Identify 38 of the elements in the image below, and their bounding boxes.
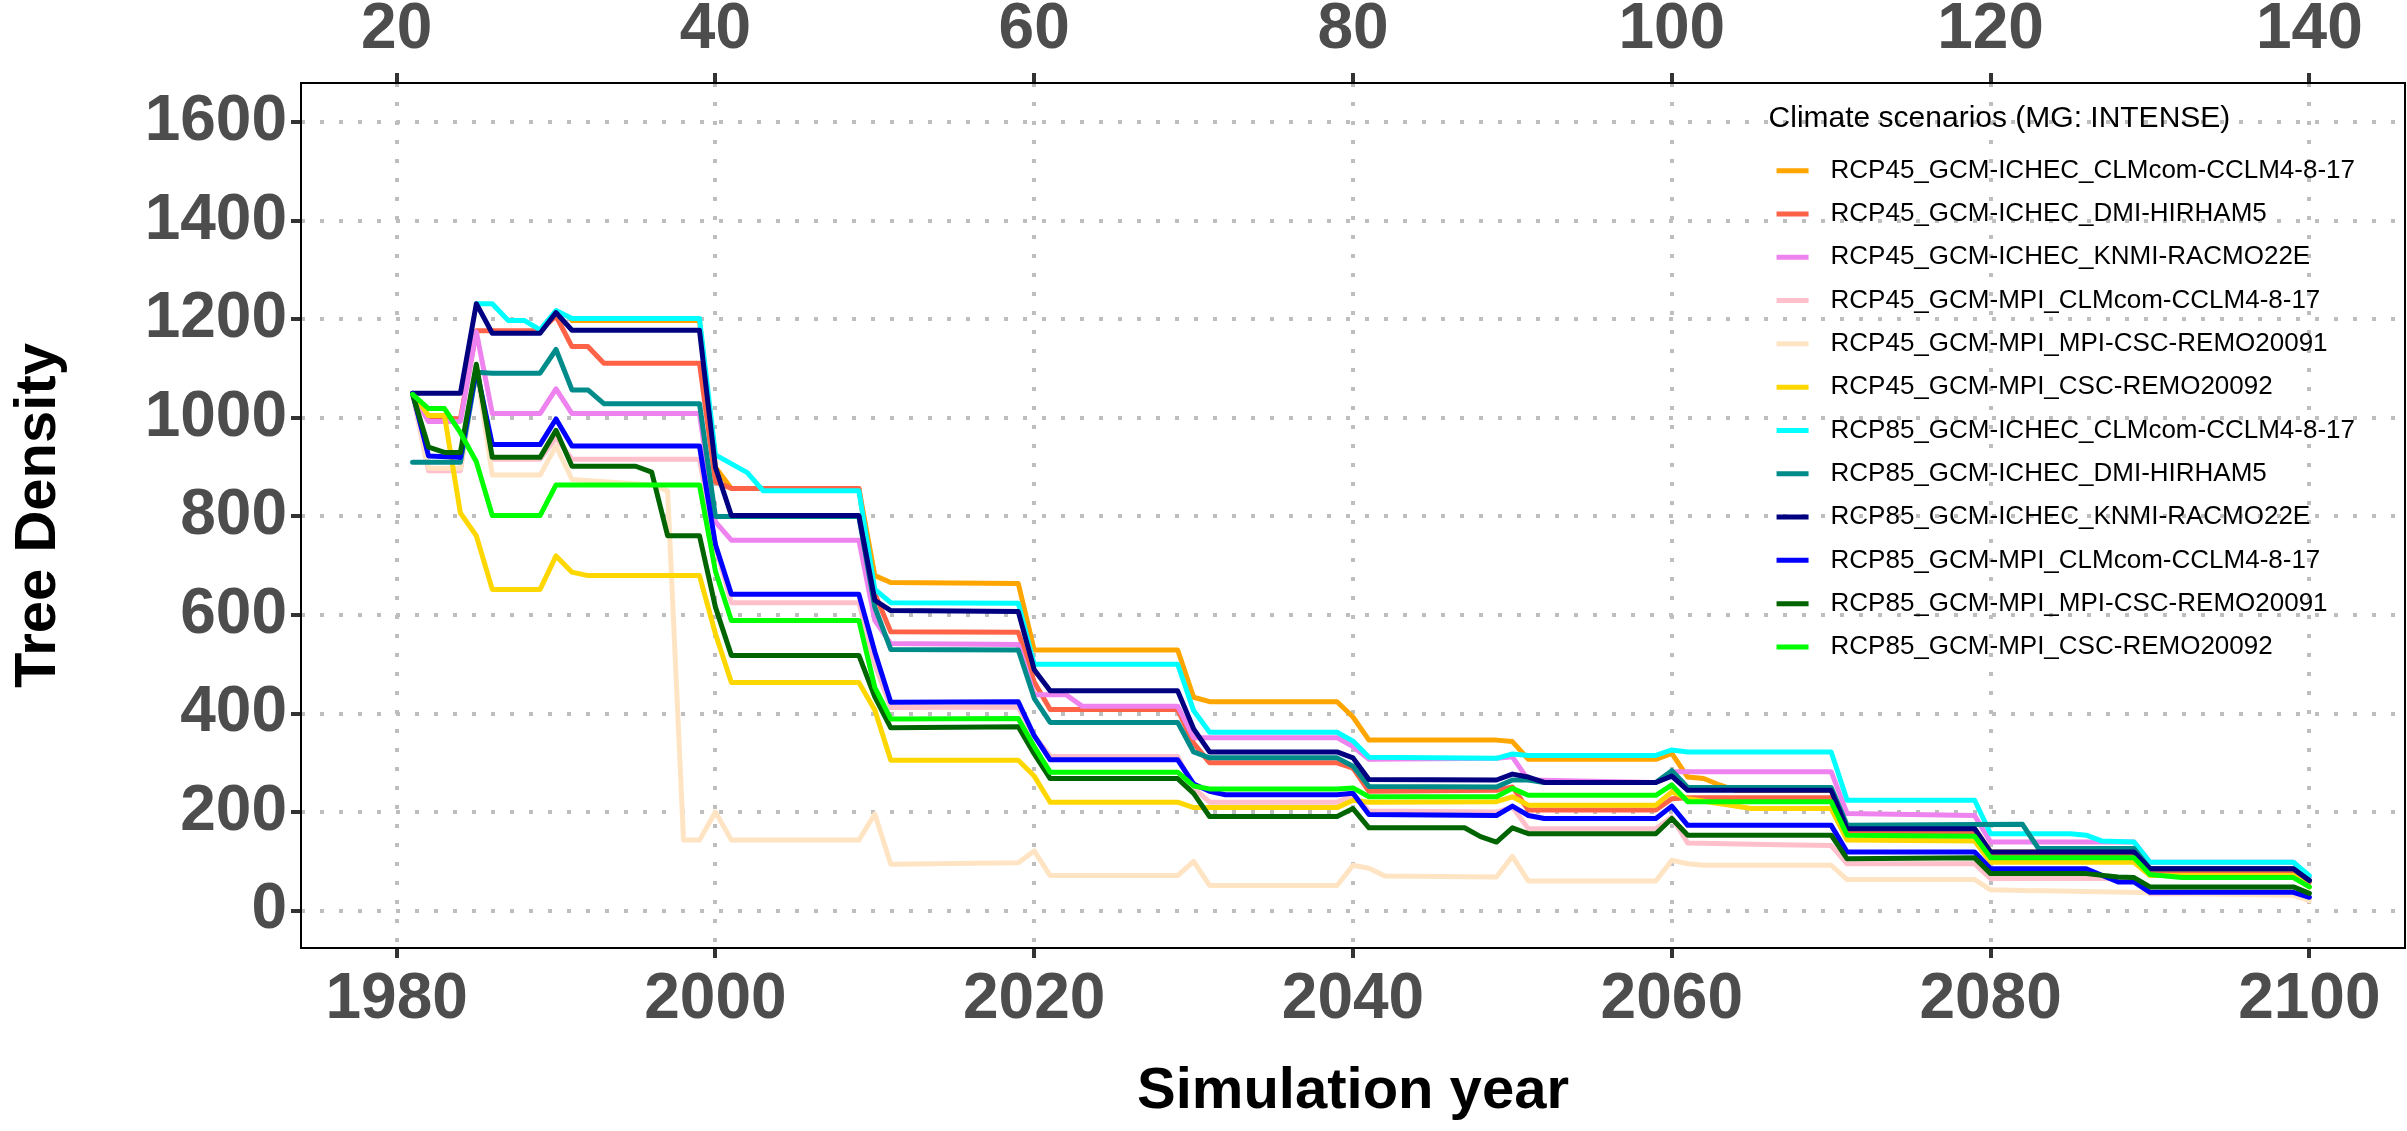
y-tick-label: 1000: [144, 377, 287, 450]
x-tick-label: 2100: [2238, 960, 2381, 1033]
x2-tick-label: 20: [361, 0, 433, 63]
legend-label: RCP45_GCM-MPI_CSC-REMO20092: [1830, 370, 2273, 401]
x2-tick-label: 80: [1317, 0, 1389, 63]
y-tick-label: 1400: [144, 180, 287, 253]
y-tick-label: 1600: [144, 82, 287, 155]
y-tick-label: 200: [180, 771, 287, 844]
legend-label: RCP85_GCM-MPI_CSC-REMO20092: [1830, 630, 2273, 661]
x-tick-label: 2080: [1919, 960, 2062, 1033]
x2-tick-label: 60: [998, 0, 1070, 63]
y-tick-label: 400: [180, 673, 287, 746]
x-axis-title: Simulation year: [1137, 1055, 1569, 1121]
legend-label: RCP45_GCM-ICHEC_DMI-HIRHAM5: [1830, 197, 2267, 228]
legend-label: RCP85_GCM-ICHEC_KNMI-RACMO22E: [1830, 500, 2311, 531]
y-axis-title: Tree Density: [1, 343, 67, 688]
legend-label: RCP45_GCM-MPI_MPI-CSC-REMO20091: [1830, 327, 2328, 358]
x2-tick-label: 120: [1937, 0, 2044, 63]
x2-tick-label: 40: [679, 0, 752, 63]
legend-label: RCP45_GCM-ICHEC_CLMcom-CCLM4-8-17: [1830, 153, 2356, 184]
legend-label: RCP85_GCM-ICHEC_CLMcom-CCLM4-8-17: [1830, 413, 2356, 444]
legend-label: RCP85_GCM-ICHEC_DMI-HIRHAM5: [1830, 456, 2267, 487]
legend-label: RCP85_GCM-MPI_MPI-CSC-REMO20091: [1830, 586, 2328, 617]
x-tick-label: 2020: [963, 960, 1106, 1033]
x-tick-label: 2000: [644, 960, 787, 1033]
x2-tick-label: 140: [2255, 0, 2363, 63]
y-tick-label: 800: [180, 476, 287, 549]
legend-label: RCP45_GCM-ICHEC_KNMI-RACMO22E: [1830, 240, 2311, 271]
legend-title: Climate scenarios (MG: INTENSE): [1768, 100, 2231, 134]
y-tick-label: 1200: [144, 279, 287, 352]
x2-tick-label: 100: [1618, 0, 1726, 63]
legend-label: RCP45_GCM-MPI_CLMcom-CCLM4-8-17: [1830, 283, 2321, 314]
x-tick-label: 2040: [1281, 960, 1425, 1033]
x-tick-label: 2060: [1600, 960, 1743, 1033]
x-tick-label: 1980: [325, 960, 468, 1033]
y-tick-label: 0: [251, 870, 287, 943]
legend-label: RCP85_GCM-MPI_CLMcom-CCLM4-8-17: [1830, 543, 2321, 574]
y-tick-label: 600: [180, 574, 287, 647]
